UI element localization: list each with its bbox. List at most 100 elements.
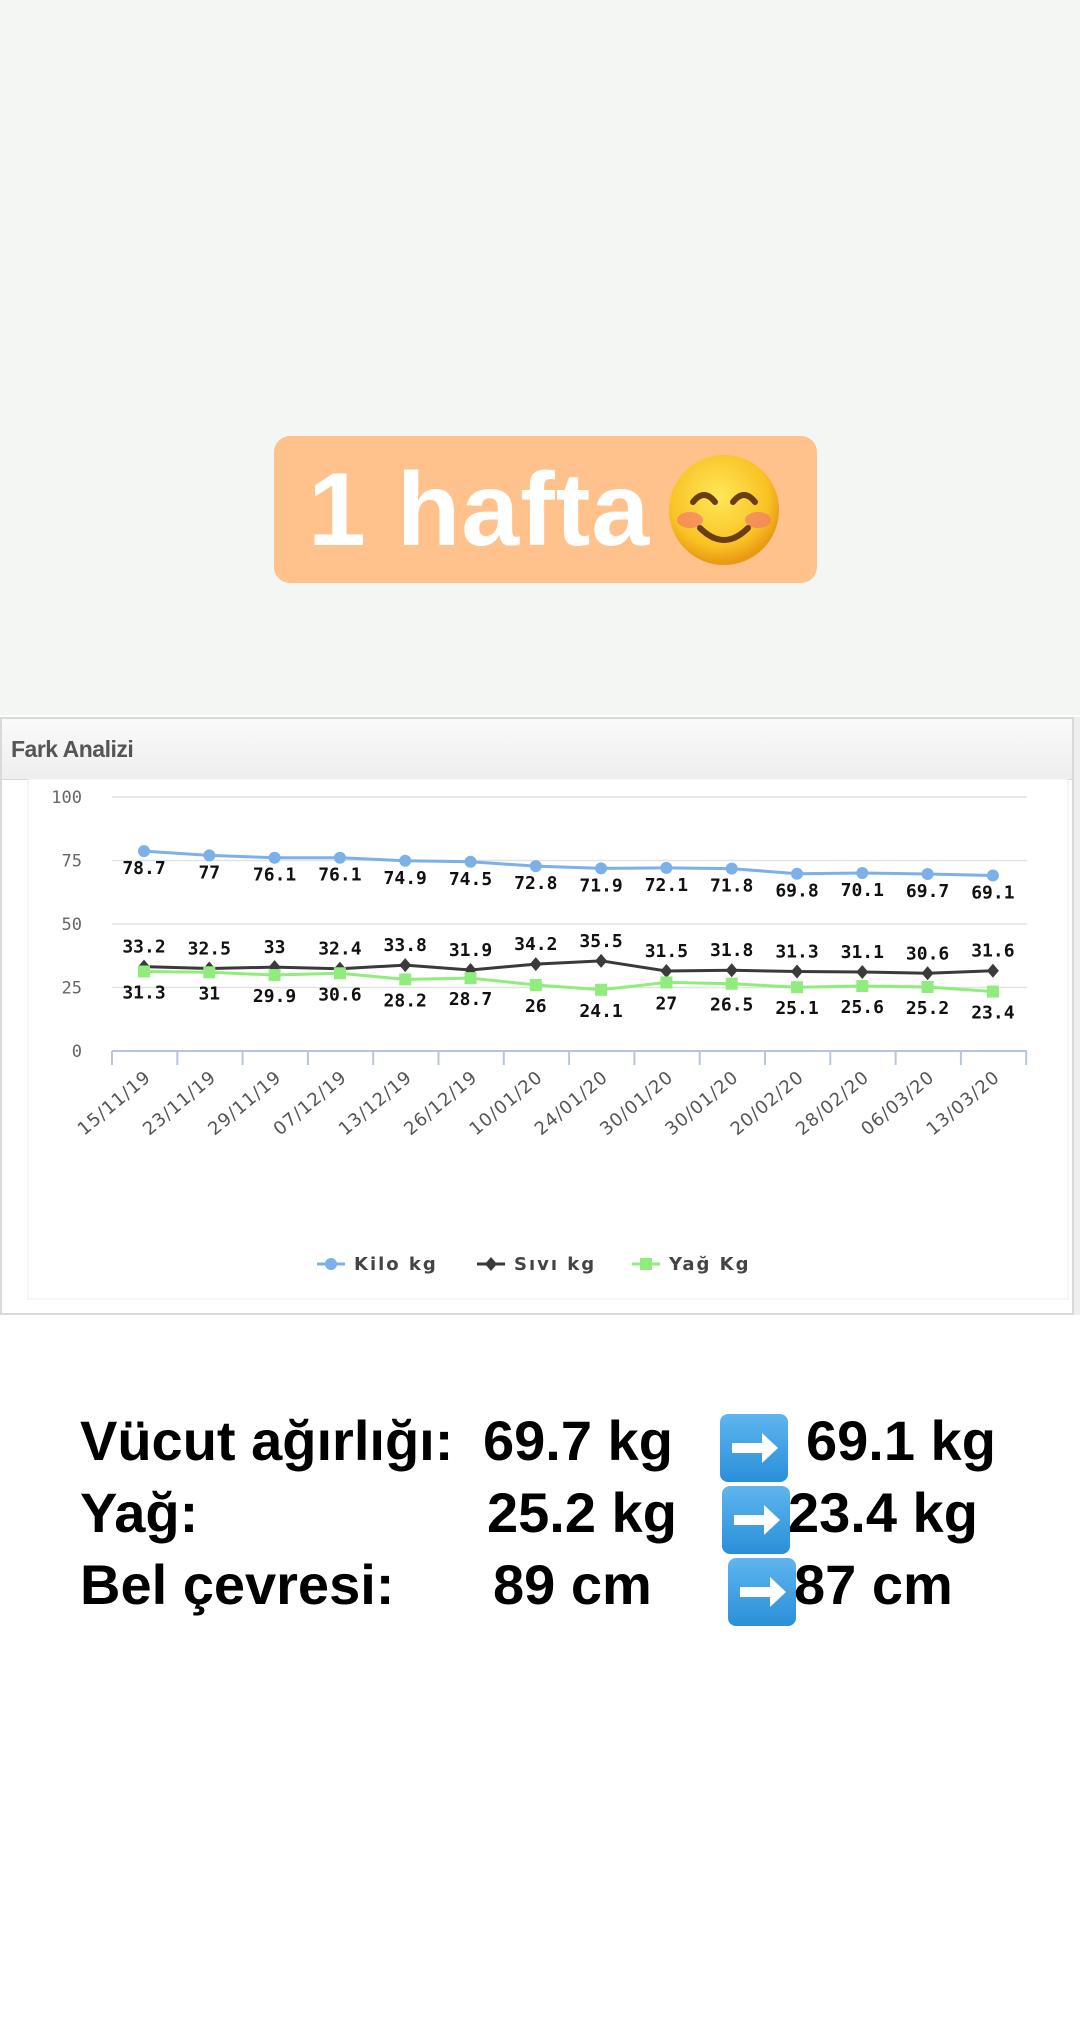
data-label: 31.3 <box>122 982 165 1003</box>
data-label: 76.1 <box>253 865 296 886</box>
data-label: 32.5 <box>188 938 231 959</box>
data-label: 32.4 <box>318 939 362 960</box>
data-point <box>138 965 150 978</box>
week-sticker: 1 hafta <box>274 436 817 583</box>
y-tick-label: 100 <box>51 788 82 808</box>
data-point <box>791 964 803 979</box>
data-point <box>203 849 216 862</box>
data-point <box>464 855 477 868</box>
data-label: 71.9 <box>579 875 622 896</box>
data-label: 25.1 <box>775 998 818 1019</box>
data-point <box>856 979 869 992</box>
data-point <box>791 981 803 994</box>
data-label: 72.1 <box>645 875 688 896</box>
stat-label: Vücut ağırlığı: <box>80 1409 454 1472</box>
background-top <box>0 0 1080 715</box>
stat-label: Yağ: <box>80 1481 199 1544</box>
series-line <box>143 959 993 975</box>
data-point <box>595 983 608 996</box>
data-label: 31.9 <box>449 940 492 961</box>
line-chart: 025507510015/11/1923/11/1929/11/1907/12/… <box>27 779 1069 1300</box>
data-point <box>399 958 412 973</box>
data-label: 25.6 <box>841 997 884 1018</box>
data-label: 72.8 <box>514 873 557 894</box>
right-arrow-icon <box>722 1486 790 1554</box>
data-point <box>725 963 738 978</box>
data-point <box>921 966 934 981</box>
series-line <box>143 969 994 994</box>
data-point <box>333 967 346 980</box>
data-label: 31.8 <box>710 940 753 961</box>
legend-marker <box>640 1258 652 1270</box>
panel-title: Fark Analizi <box>11 736 134 762</box>
data-label: 76.1 <box>318 865 361 886</box>
data-point <box>268 851 281 864</box>
legend-marker <box>485 1257 497 1271</box>
y-tick-label: 50 <box>62 915 82 935</box>
stat-to: 23.4 kg <box>788 1481 978 1544</box>
legend-label: Sıvı kg <box>514 1254 596 1275</box>
data-label: 31 <box>198 983 220 1004</box>
panel-edge <box>1074 717 1080 1315</box>
data-point <box>333 851 346 864</box>
data-label: 31.6 <box>971 941 1014 962</box>
data-label: 29.9 <box>253 986 296 1007</box>
data-label: 30.6 <box>318 984 361 1005</box>
data-point <box>529 957 542 972</box>
series-line <box>143 849 993 877</box>
legend-label: Yağ Kg <box>668 1254 751 1275</box>
data-label: 74.5 <box>449 869 492 890</box>
data-label: 28.7 <box>449 989 492 1010</box>
data-point <box>529 978 542 991</box>
data-label: 77 <box>198 862 220 883</box>
data-label: 78.7 <box>122 858 165 879</box>
stats-card: Vücut ağırlığı: 69.7 kg 69.1 kg Yağ: 25.… <box>60 1402 1010 1630</box>
stat-to: 87 cm <box>794 1553 953 1616</box>
difference-analysis-panel: Fark Analizi 0 25 50 75 100 15/11/19 23/11/19 2… <box>0 717 1074 1315</box>
data-label: 31.3 <box>775 941 818 962</box>
data-point <box>660 976 673 989</box>
data-label: 74.9 <box>384 868 427 889</box>
data-label: 26.5 <box>710 995 753 1016</box>
data-label: 69.8 <box>775 881 818 902</box>
data-label: 69.1 <box>971 882 1014 903</box>
data-point <box>921 867 934 880</box>
data-point <box>986 985 999 998</box>
data-label: 30.6 <box>906 943 949 964</box>
data-label: 69.7 <box>906 881 949 902</box>
data-point <box>399 854 412 867</box>
data-label: 27 <box>656 993 678 1014</box>
legend-marker <box>325 1258 337 1270</box>
data-point <box>399 973 412 986</box>
data-label: 33.2 <box>122 937 165 958</box>
data-label: 28.2 <box>384 990 427 1011</box>
plot-frame <box>27 779 1069 1300</box>
y-tick-label: 0 <box>72 1042 82 1062</box>
data-point <box>856 866 869 879</box>
data-label: 34.2 <box>514 934 557 955</box>
stat-from: 25.2 kg <box>487 1481 677 1544</box>
data-label: 35.5 <box>579 931 622 952</box>
data-point <box>986 869 999 882</box>
right-arrow-icon <box>728 1558 796 1626</box>
data-point <box>203 966 216 979</box>
data-label: 23.4 <box>971 1003 1015 1024</box>
y-tick-label: 25 <box>62 979 82 999</box>
data-point <box>856 965 869 980</box>
data-point <box>464 972 477 985</box>
data-point <box>921 980 934 993</box>
data-label: 70.1 <box>841 880 884 901</box>
data-label: 31.1 <box>841 942 884 963</box>
stat-label: Bel çevresi: <box>80 1553 395 1616</box>
y-tick-label: 75 <box>62 852 82 872</box>
data-point <box>138 845 150 858</box>
smiling-face-icon <box>669 455 779 565</box>
data-label: 71.8 <box>710 876 753 897</box>
data-label: 25.2 <box>906 998 949 1019</box>
legend-label: Kilo kg <box>354 1254 438 1275</box>
data-point <box>791 867 803 880</box>
sticker-text: 1 hafta <box>308 452 651 568</box>
data-point <box>725 862 738 875</box>
data-point <box>660 861 673 874</box>
data-point <box>725 977 738 990</box>
